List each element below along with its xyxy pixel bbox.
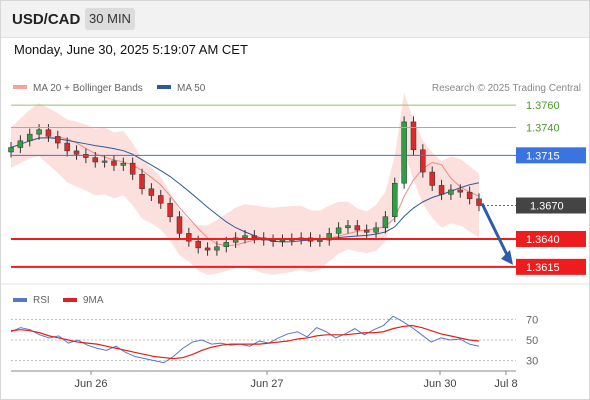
rsi-legend-label: 9MA <box>83 295 104 306</box>
candle-body <box>26 133 33 142</box>
candle-body <box>476 198 482 206</box>
candle-body <box>129 162 136 175</box>
rsi-legend-label: RSI <box>33 295 50 306</box>
candle-body <box>8 147 14 153</box>
legend-swatch <box>13 85 27 89</box>
rsi-tick-label: 30 <box>526 356 538 368</box>
candle-body <box>438 185 445 195</box>
candle-body <box>17 140 24 148</box>
bollinger-band <box>11 93 479 275</box>
rsi-ma-line <box>10 324 480 360</box>
candle-body <box>120 162 127 166</box>
candle-body <box>148 188 155 196</box>
candle-body <box>83 153 89 158</box>
candle-body <box>382 216 389 229</box>
candle-body <box>335 227 342 234</box>
rsi-legend-swatch <box>13 298 27 302</box>
candle-body <box>223 242 230 248</box>
candle-body <box>326 233 332 241</box>
rsi-tick-label: 70 <box>526 314 538 326</box>
rsi-tick-label: 50 <box>526 335 538 347</box>
level-label-bg <box>516 147 586 164</box>
x-tick-label: Jun 30 <box>423 378 456 390</box>
legend-label: MA 50 <box>177 83 206 94</box>
instrument-title: USD/CAD <box>12 11 81 28</box>
rsi-line <box>10 315 480 364</box>
candle-body <box>466 191 473 200</box>
candle-body <box>176 216 183 234</box>
candle-body <box>363 229 370 233</box>
candle-body <box>232 237 239 243</box>
level-label: 1.3640 <box>526 234 560 246</box>
candle-body <box>101 160 108 163</box>
legend-label: MA 20 + Bollinger Bands <box>33 83 143 94</box>
candle-body <box>401 121 407 184</box>
timestamp: Monday, June 30, 2025 5:19:07 AM CET <box>14 42 248 57</box>
candle-body <box>317 239 323 242</box>
level-label-bg <box>516 258 586 275</box>
candle-body <box>158 195 164 204</box>
candle-body <box>45 129 52 137</box>
candle-body <box>373 227 379 233</box>
level-label: 1.3615 <box>526 262 560 274</box>
forecast-arrow-shaft <box>480 202 511 260</box>
price-label-bg <box>516 197 586 214</box>
candle-body <box>186 233 192 242</box>
level-label: 1.3760 <box>526 100 560 112</box>
candle-body <box>345 225 351 229</box>
copyright-text: Research © 2025 Trading Central <box>432 83 581 94</box>
header-bar: USD/CAD 30 MIN <box>1 1 589 38</box>
candle-body <box>457 189 464 193</box>
candle-body <box>420 149 426 173</box>
x-tick-label: Jul 8 <box>494 378 517 390</box>
x-tick-label: Jun 27 <box>250 378 283 390</box>
rsi-legend-swatch <box>63 298 77 302</box>
candle-body <box>55 136 61 144</box>
candle-body <box>167 203 173 217</box>
level-label: 1.3715 <box>526 150 560 162</box>
candle-body <box>251 235 258 239</box>
candle-body <box>73 150 80 155</box>
candle-body <box>214 246 220 251</box>
candle-body <box>410 121 417 151</box>
forecast-arrow-head <box>501 249 513 265</box>
candle-body <box>242 235 248 239</box>
candle-body <box>448 189 454 195</box>
level-label-bg <box>516 230 586 247</box>
candle-body <box>111 160 117 166</box>
candle-body <box>195 240 201 249</box>
legend-swatch <box>157 85 171 89</box>
candle-body <box>392 182 398 217</box>
candle-body <box>36 129 42 135</box>
candle-body <box>92 157 98 163</box>
candle-body <box>64 142 70 152</box>
candle-body <box>279 239 286 242</box>
level-label: 1.3740 <box>526 122 560 134</box>
candle-body <box>354 225 361 231</box>
candle-body <box>270 239 276 242</box>
candle-body <box>204 247 211 251</box>
candle-body <box>139 174 145 190</box>
candle-body <box>429 171 435 186</box>
price-label: 1.3670 <box>530 201 564 213</box>
x-tick-label: Jun 26 <box>74 378 107 390</box>
timeframe-badge[interactable]: 30 MIN <box>85 8 135 30</box>
